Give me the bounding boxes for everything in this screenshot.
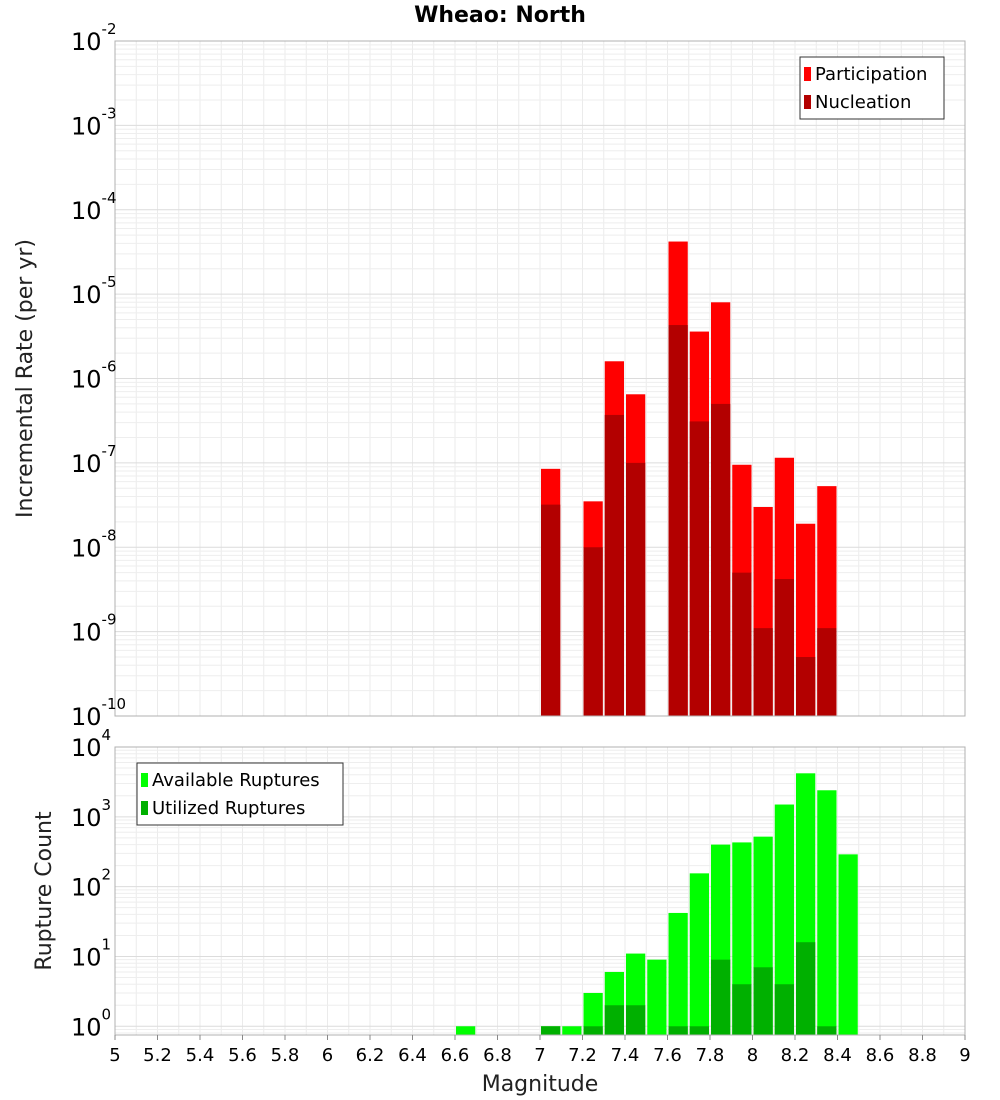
bar-nucleation	[689, 421, 709, 716]
bar-available-ruptures	[817, 790, 837, 1035]
y-tick-label: 102	[71, 866, 111, 902]
x-axis-label: Magnitude	[482, 1072, 599, 1097]
x-tick-label: 5.8	[271, 1045, 300, 1066]
bar-utilized-ruptures	[732, 984, 752, 1035]
bar-available-ruptures	[562, 1026, 582, 1035]
x-tick-label: 8.8	[908, 1045, 937, 1066]
x-tick-label: 6.6	[441, 1045, 470, 1066]
rate-legend: Participation Nucleation	[799, 56, 945, 120]
legend-box	[799, 56, 945, 120]
bar-available-ruptures	[583, 992, 603, 1035]
y-tick-label: 10-3	[71, 104, 117, 140]
bar-utilized-ruptures	[774, 984, 794, 1035]
y-tick-label: 10-4	[71, 189, 117, 225]
magnitude-x-ticks: 5 5.2 5.4 5.6 5.8 6 6.2 6.4 6.6 6.8 7 7.2 7.4 7.6 7.8 8…	[109, 1035, 971, 1066]
y-tick-label: 10-7	[71, 442, 117, 478]
x-tick-label: 7.8	[696, 1045, 725, 1066]
legend-label: Nucleation	[815, 92, 911, 113]
x-tick-label: 5.4	[186, 1045, 215, 1066]
legend-label: Participation	[815, 64, 927, 85]
x-tick-label: 7	[534, 1045, 545, 1066]
legend-swatch	[141, 801, 148, 815]
x-tick-label: 7.2	[568, 1045, 597, 1066]
y-tick-label: 103	[71, 796, 111, 832]
count-legend: Available Ruptures Utilized Ruptures	[136, 762, 344, 826]
bar-nucleation	[732, 572, 752, 716]
bar-utilized-ruptures	[689, 1026, 709, 1035]
bar-utilized-ruptures	[626, 1005, 646, 1035]
bar-nucleation	[626, 462, 646, 716]
x-tick-label: 6.2	[356, 1045, 385, 1066]
count-panel: 100 101 102 103 104 5 5.2 5.4 5.6 5.8 6 6.2 6.4 6.6 6…	[32, 726, 971, 1097]
bar-available-ruptures	[689, 873, 709, 1035]
bar-utilized-ruptures	[753, 967, 773, 1035]
y-tick-label: 10-2	[71, 20, 117, 56]
y-tick-label: 104	[71, 726, 111, 762]
x-tick-label: 5.6	[228, 1045, 257, 1066]
bar-available-ruptures	[668, 912, 688, 1035]
bar-nucleation	[541, 504, 561, 716]
rate-grid	[114, 40, 966, 717]
bar-available-ruptures	[838, 854, 858, 1035]
bar-available-ruptures	[774, 804, 794, 1035]
count-y-axis-label: Rupture Count	[32, 811, 57, 971]
bar-nucleation	[604, 414, 624, 716]
x-tick-label: 6	[322, 1045, 333, 1066]
x-tick-label: 6.8	[483, 1045, 512, 1066]
bar-available-ruptures	[456, 1026, 476, 1035]
bar-nucleation	[583, 547, 603, 716]
x-tick-label: 7.4	[611, 1045, 640, 1066]
rate-panel: 10-10 10-9 10-8 10-7 10-6 10-5 10-4 10-3 10-2 In…	[13, 20, 966, 731]
rate-bars	[541, 241, 837, 717]
legend-swatch	[804, 67, 811, 81]
bar-utilized-ruptures	[604, 1005, 624, 1035]
x-tick-label: 8	[747, 1045, 758, 1066]
count-bars	[456, 773, 858, 1035]
x-tick-label: 8.2	[781, 1045, 810, 1066]
bar-utilized-ruptures	[796, 942, 816, 1035]
bar-nucleation	[711, 403, 731, 716]
y-tick-label: 10-9	[71, 611, 117, 647]
bar-utilized-ruptures	[668, 1026, 688, 1035]
x-tick-label: 8.6	[866, 1045, 895, 1066]
count-y-ticks: 100 101 102 103 104	[71, 726, 111, 1041]
x-tick-label: 5	[109, 1045, 120, 1066]
legend-swatch	[804, 95, 811, 109]
rate-y-axis-label: Incremental Rate (per yr)	[13, 239, 38, 518]
bar-utilized-ruptures	[541, 1026, 561, 1035]
legend-label: Available Ruptures	[152, 770, 320, 791]
x-tick-label: 6.4	[398, 1045, 427, 1066]
y-tick-label: 10-5	[71, 273, 117, 309]
y-tick-label: 10-10	[71, 695, 126, 731]
bar-utilized-ruptures	[817, 1026, 837, 1035]
y-tick-label: 100	[71, 1005, 111, 1041]
x-tick-label: 8.4	[823, 1045, 852, 1066]
bar-utilized-ruptures	[583, 1026, 603, 1035]
bar-available-ruptures	[647, 959, 667, 1035]
y-tick-label: 101	[71, 935, 111, 971]
legend-label: Utilized Ruptures	[152, 798, 305, 819]
bar-nucleation	[774, 579, 794, 716]
chart-title: Wheao: North	[414, 3, 586, 28]
y-tick-label: 10-6	[71, 358, 117, 394]
x-tick-label: 9	[959, 1045, 970, 1066]
x-tick-label: 7.6	[653, 1045, 682, 1066]
rate-plot-frame	[114, 40, 966, 717]
x-tick-label: 5.2	[143, 1045, 172, 1066]
bar-nucleation	[817, 628, 837, 716]
rate-y-ticks: 10-10 10-9 10-8 10-7 10-6 10-5 10-4 10-3 10-2	[71, 20, 126, 731]
bar-utilized-ruptures	[711, 959, 731, 1035]
y-tick-label: 10-8	[71, 526, 117, 562]
legend-swatch	[141, 773, 148, 787]
bar-nucleation	[668, 325, 688, 716]
bar-nucleation	[796, 657, 816, 716]
legend-box	[136, 762, 344, 826]
bar-nucleation	[753, 628, 773, 716]
